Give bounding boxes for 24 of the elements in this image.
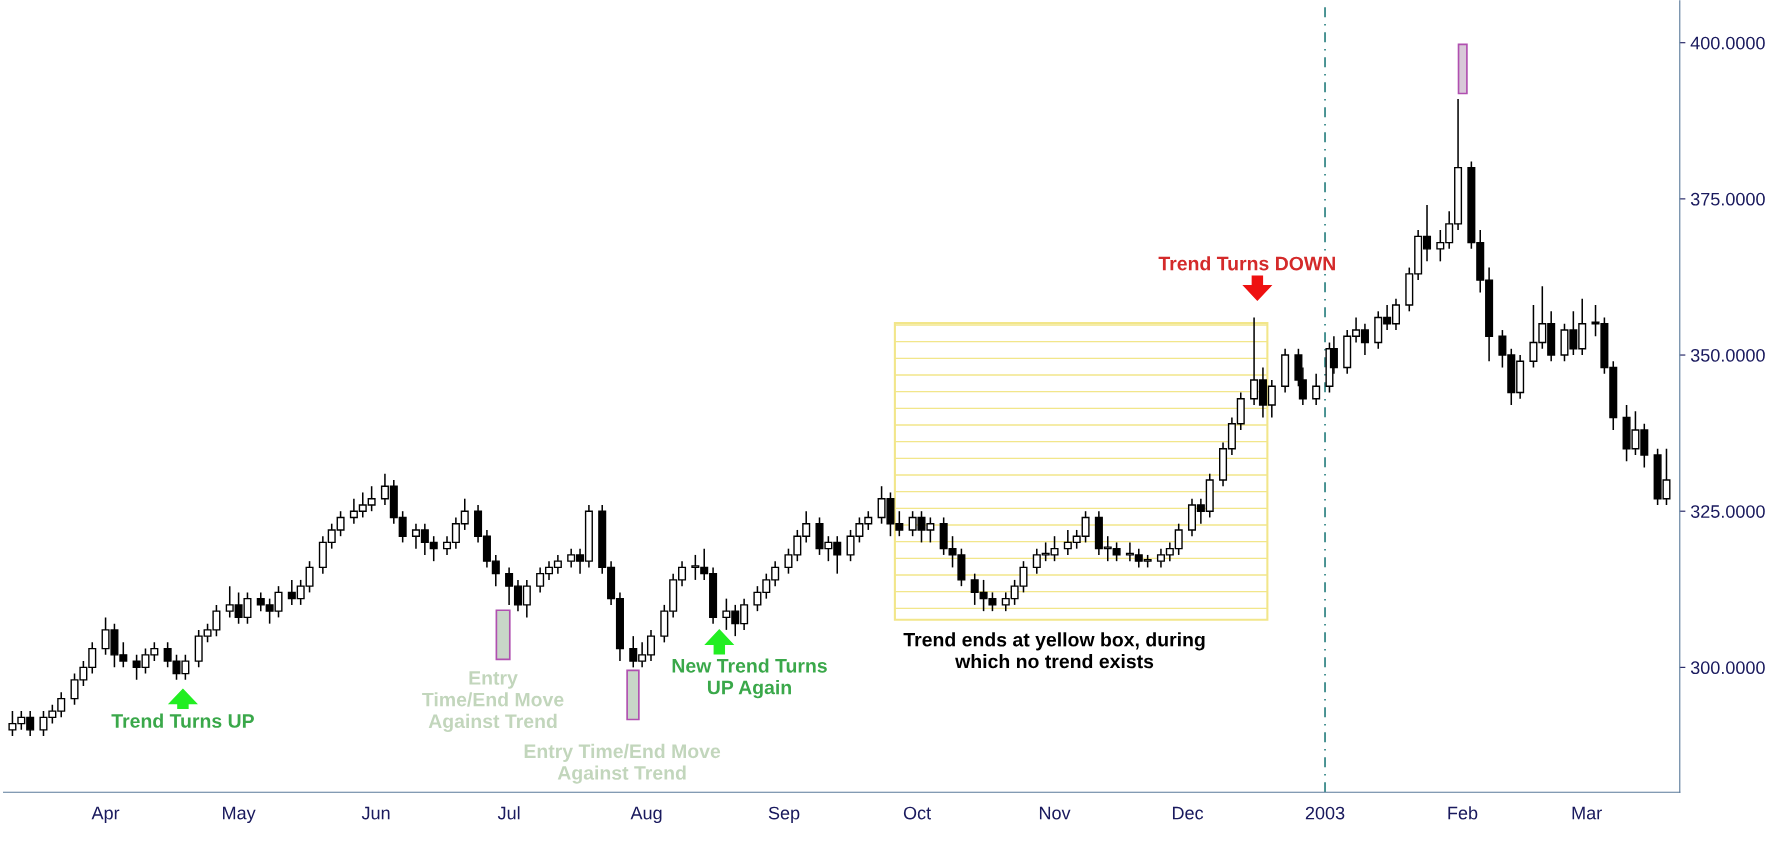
annotation: New Trend Turns UP Again	[672, 658, 827, 699]
annotation: Trend ends at yellow box, during which no trend exists	[903, 632, 1205, 669]
x-tick-label: Mar	[1572, 806, 1602, 820]
annotation: Entry Time/End Move Against Trend	[524, 743, 721, 784]
y-tick-label: 350.0000	[1690, 348, 1765, 362]
x-tick-label: Aug	[630, 806, 662, 824]
x-tick-label: Dec	[1172, 806, 1204, 820]
x-tick-label: Apr	[91, 806, 120, 824]
y-tick-label: 375.0000	[1690, 192, 1765, 206]
annotation: Trend Turns UP	[111, 713, 254, 728]
x-tick-label: May	[223, 806, 256, 824]
y-tick-label: 400.0000	[1690, 36, 1765, 50]
y-tick-label: 300.0000	[1690, 661, 1765, 675]
x-tick-label: 2003	[1305, 806, 1345, 820]
x-tick-label: Oct	[903, 806, 931, 820]
y-tick-label: 325.0000	[1690, 505, 1765, 518]
annotation: Trend Turns DOWN	[1158, 256, 1335, 271]
annotation: Entry Time/End Move Against Trend	[422, 671, 564, 733]
x-tick-label: Sep	[768, 806, 800, 824]
x-tick-label: Jul	[497, 806, 520, 820]
x-tick-label: Jun	[361, 806, 390, 820]
x-tick-label: Feb	[1448, 806, 1478, 820]
candlestick	[1312, 373, 1321, 406]
x-tick-label: Nov	[1039, 806, 1071, 820]
